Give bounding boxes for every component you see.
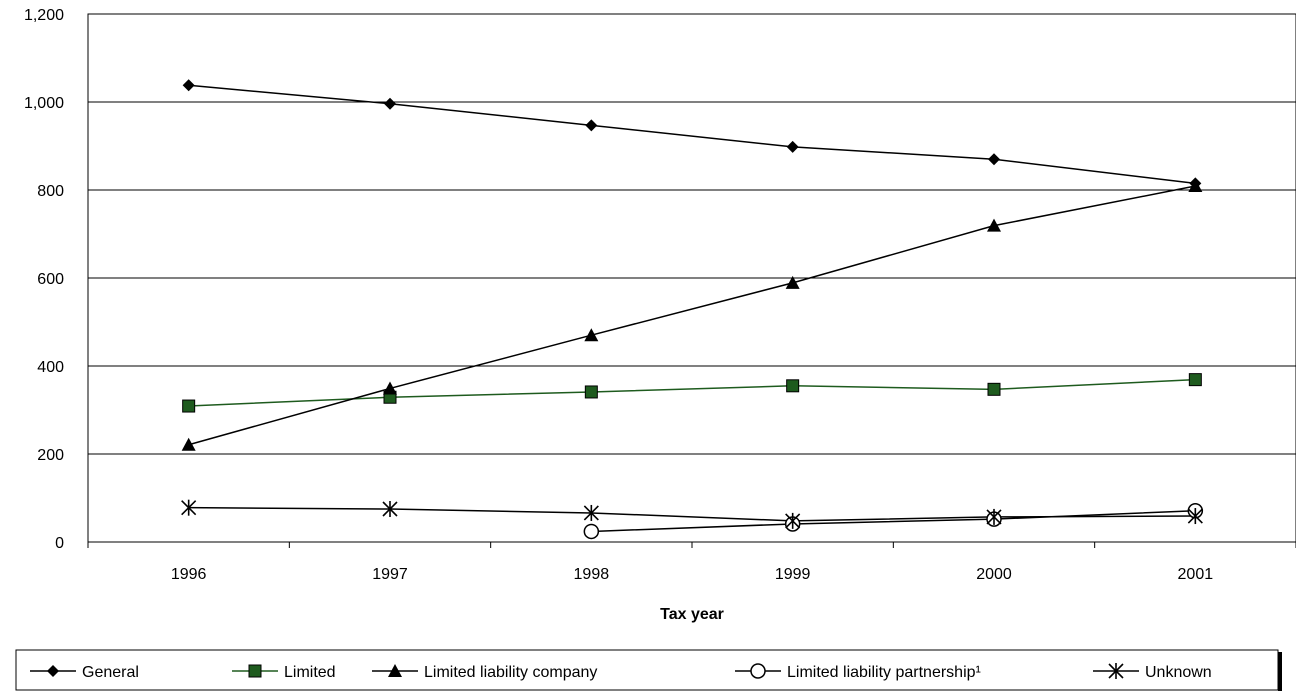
data-point-limited-liability-company [785, 275, 800, 289]
legend-marker-limited [248, 664, 262, 678]
data-point-limited-liability-company [1188, 179, 1203, 193]
x-tick-label: 1998 [574, 566, 610, 583]
y-tick-label: 800 [37, 183, 64, 200]
series-lines [188, 84, 1196, 533]
series-line-general [188, 84, 1196, 185]
data-point-limited-liability-company [383, 381, 397, 395]
legend-marker-unknown [1108, 663, 1124, 679]
series-markers [181, 79, 1204, 540]
data-point-general [182, 79, 195, 92]
data-point-limited [987, 382, 1001, 396]
data-point-unknown [785, 512, 801, 529]
x-tick-label: 1997 [372, 566, 408, 583]
data-point-unknown [181, 499, 197, 516]
x-tick-label: 2001 [1178, 566, 1214, 583]
series-line-limited-liability-partnership [591, 510, 1196, 533]
legend-label-limited-liability-partnership: Limited liability partnership¹ [787, 664, 981, 681]
x-axis-title: Tax year [660, 606, 724, 623]
data-point-limited-liability-company [584, 328, 599, 342]
data-point-general [384, 97, 396, 110]
series-line-limited-liability-company [188, 185, 1196, 446]
legend-marker-limited-liability-partnership [750, 663, 766, 679]
y-tick-label: 1,000 [24, 95, 64, 112]
legend-label-limited-liability-company: Limited liability company [424, 664, 597, 681]
legend-marker-general [47, 665, 59, 677]
legend-label-general: General [82, 664, 139, 681]
data-point-limited [584, 385, 598, 399]
legend-label-limited: Limited [284, 664, 336, 681]
y-tick-label: 200 [37, 447, 64, 464]
legend: General Limited Limited liability company L… [15, 649, 1282, 691]
data-point-general [585, 119, 598, 132]
y-tick-label: 0 [55, 535, 64, 552]
legend-box [15, 649, 1279, 691]
y-tick-label: 400 [37, 359, 64, 376]
axes: 0 200 400 600 800 1,000 1,200 1996 1997 1998 1999 2… [24, 7, 1296, 583]
data-point-limited [182, 399, 196, 413]
x-tick-label: 1996 [171, 566, 207, 583]
data-point-unknown [1187, 508, 1203, 525]
data-point-general [786, 140, 799, 153]
data-point-limited [1188, 373, 1202, 387]
legend-marker-limited-liability-company [388, 664, 402, 677]
legend-label-unknown: Unknown [1145, 664, 1212, 681]
data-point-limited-liability-company [987, 218, 1001, 232]
y-tick-label: 1,200 [24, 7, 64, 24]
x-tick-label: 1999 [775, 566, 811, 583]
data-point-unknown [382, 501, 398, 517]
data-point-limited-liability-partnership [583, 523, 600, 540]
data-point-limited-liability-company [181, 437, 196, 451]
series-line-limited [188, 378, 1196, 407]
data-point-unknown [583, 504, 599, 521]
y-tick-label: 600 [37, 271, 64, 288]
x-tick-label: 2000 [976, 566, 1012, 583]
data-point-unknown [986, 508, 1002, 525]
data-point-limited [786, 379, 800, 393]
series-line-unknown [188, 506, 1196, 522]
legend-shadow [1278, 652, 1282, 691]
data-point-general [988, 153, 1000, 166]
gridlines [88, 101, 1296, 455]
